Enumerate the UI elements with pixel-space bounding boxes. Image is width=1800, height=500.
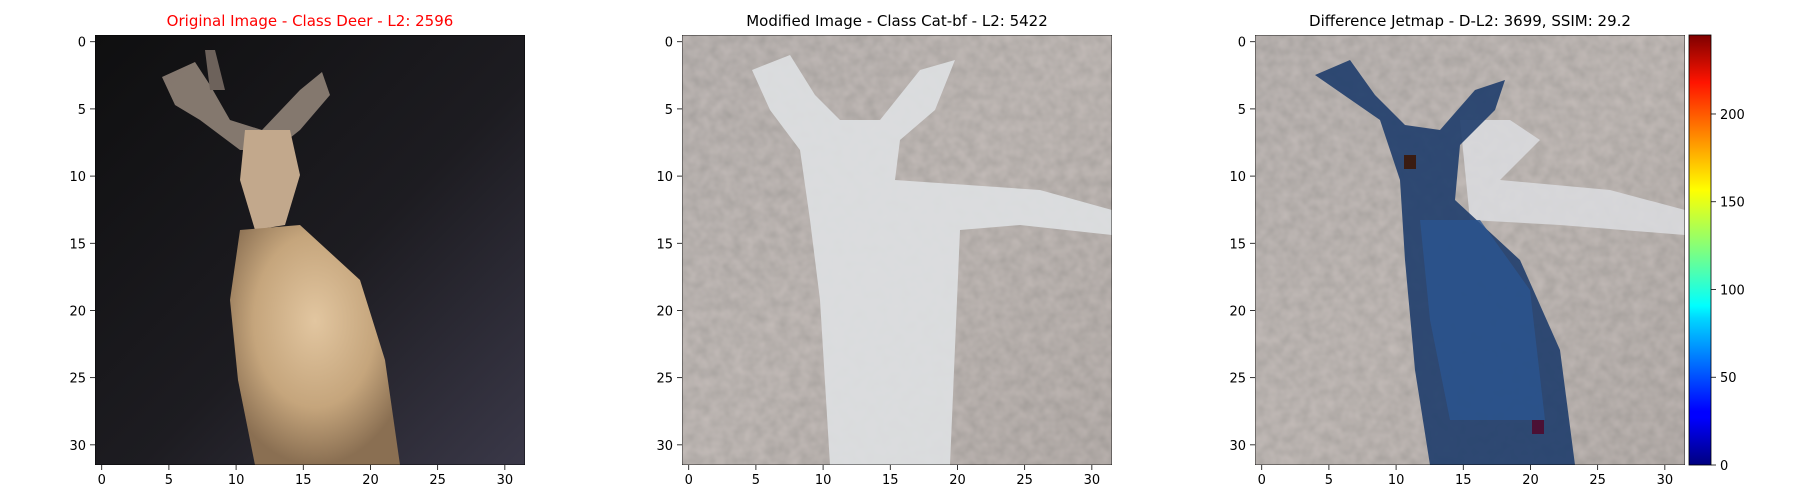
x-tick-label: 0 xyxy=(1258,473,1266,488)
y-tick-label: 5 xyxy=(78,103,86,118)
y-tick-label: 15 xyxy=(656,237,673,252)
y-tick-label: 0 xyxy=(665,36,673,51)
y-tick-label: 15 xyxy=(69,237,86,252)
x-tick-label: 20 xyxy=(1522,473,1539,488)
y-tick-label: 25 xyxy=(1229,372,1246,387)
y-axis: 0 5 10 15 20 25 30 xyxy=(1229,36,1255,454)
x-tick-label: 0 xyxy=(98,473,106,488)
y-tick-label: 0 xyxy=(1238,36,1246,51)
colorbar: 0 50 100 150 200 xyxy=(1688,34,1745,474)
modified-image xyxy=(682,35,1112,465)
colorbar-gradient xyxy=(1688,34,1712,466)
y-axis: 0 5 10 15 20 25 30 xyxy=(69,36,95,454)
y-tick-label: 5 xyxy=(665,103,673,118)
x-tick-label: 15 xyxy=(295,473,312,488)
x-axis: 0 5 10 15 20 25 30 xyxy=(685,465,1101,488)
colorbar-tick-label: 50 xyxy=(1720,371,1737,386)
x-tick-label: 30 xyxy=(1657,473,1674,488)
original-image xyxy=(95,35,525,465)
x-tick-label: 10 xyxy=(1388,473,1405,488)
panel-modified: Modified Image - Class Cat-bf - L2: 5422… xyxy=(656,12,1112,488)
panel-difference: Difference Jetmap - D-L2: 3699, SSIM: 29… xyxy=(1229,12,1685,488)
y-tick-label: 10 xyxy=(1229,170,1246,185)
x-tick-label: 25 xyxy=(1589,473,1606,488)
colorbar-tick-label: 100 xyxy=(1720,283,1745,298)
x-tick-label: 5 xyxy=(165,473,173,488)
y-tick-label: 10 xyxy=(656,170,673,185)
y-tick-label: 30 xyxy=(656,439,673,454)
x-axis: 0 5 10 15 20 25 30 xyxy=(1258,465,1674,488)
x-tick-label: 10 xyxy=(815,473,832,488)
difference-image xyxy=(1255,35,1685,465)
colorbar-tick-label: 150 xyxy=(1720,196,1745,211)
y-tick-label: 30 xyxy=(69,439,86,454)
y-tick-label: 20 xyxy=(69,304,86,319)
y-tick-label: 25 xyxy=(69,372,86,387)
x-tick-label: 5 xyxy=(1325,473,1333,488)
x-axis: 0 5 10 15 20 25 30 xyxy=(98,465,514,488)
y-axis: 0 5 10 15 20 25 30 xyxy=(656,36,682,454)
x-tick-label: 30 xyxy=(497,473,514,488)
x-tick-label: 25 xyxy=(1016,473,1033,488)
x-tick-label: 0 xyxy=(685,473,693,488)
x-tick-label: 25 xyxy=(429,473,446,488)
y-tick-label: 20 xyxy=(1229,304,1246,319)
y-tick-label: 10 xyxy=(69,170,86,185)
x-tick-label: 5 xyxy=(752,473,760,488)
colorbar-ticks: 0 50 100 150 200 xyxy=(1711,108,1745,474)
panel-title: Difference Jetmap - D-L2: 3699, SSIM: 29… xyxy=(1309,12,1631,30)
x-tick-label: 15 xyxy=(1455,473,1472,488)
y-tick-label: 20 xyxy=(656,304,673,319)
x-tick-label: 10 xyxy=(228,473,245,488)
panel-original: Original Image - Class Deer - L2: 2596 0… xyxy=(69,12,525,488)
x-tick-label: 15 xyxy=(882,473,899,488)
y-tick-label: 25 xyxy=(656,372,673,387)
x-tick-label: 30 xyxy=(1084,473,1101,488)
x-tick-label: 20 xyxy=(362,473,379,488)
y-tick-label: 15 xyxy=(1229,237,1246,252)
y-tick-label: 0 xyxy=(78,36,86,51)
x-tick-label: 20 xyxy=(949,473,966,488)
y-tick-label: 30 xyxy=(1229,439,1246,454)
panel-title: Modified Image - Class Cat-bf - L2: 5422 xyxy=(746,12,1048,30)
panel-title: Original Image - Class Deer - L2: 2596 xyxy=(167,12,454,30)
colorbar-tick-label: 0 xyxy=(1720,459,1728,474)
colorbar-tick-label: 200 xyxy=(1720,108,1745,123)
y-tick-label: 5 xyxy=(1238,103,1246,118)
